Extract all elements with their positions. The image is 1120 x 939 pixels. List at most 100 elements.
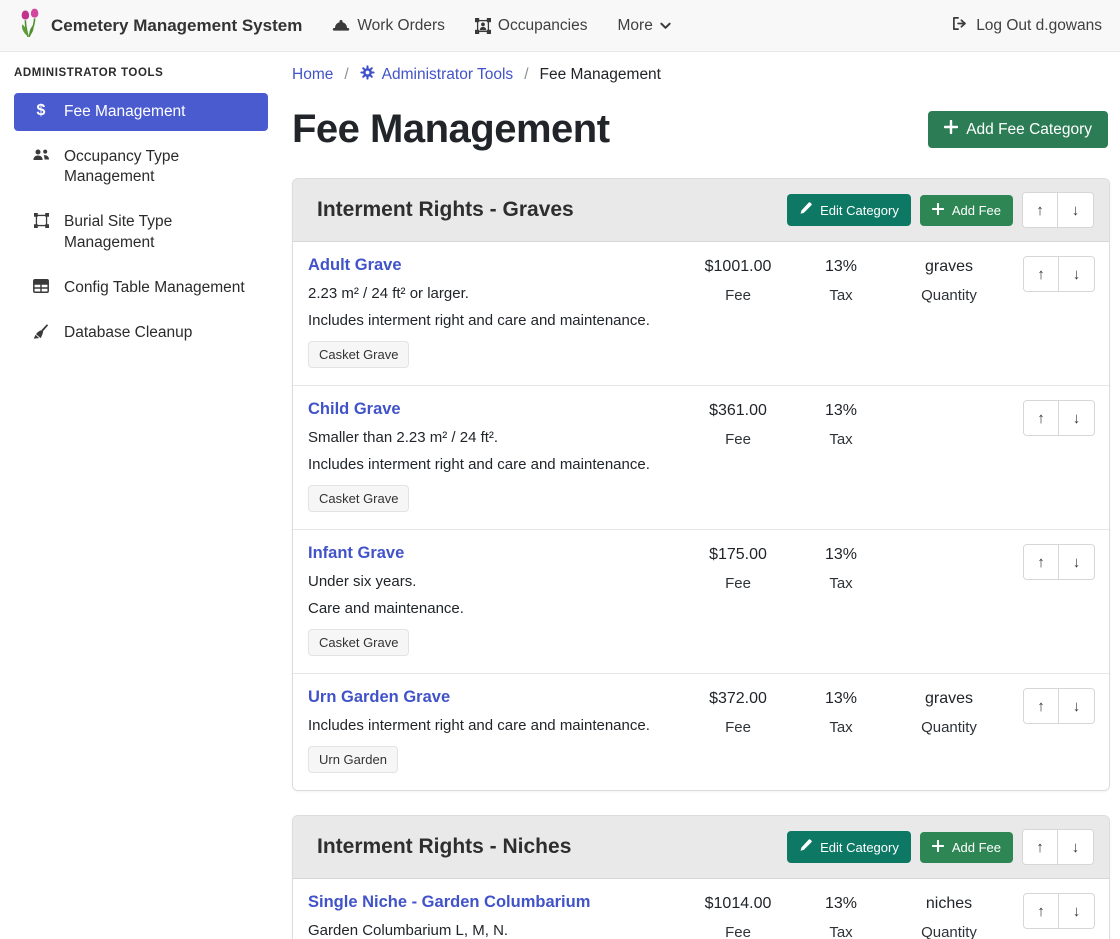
app-title: Cemetery Management System	[51, 16, 302, 36]
fee-description-1: Garden Columbarium L, M, N.	[308, 922, 679, 939]
main-content: Home / Administrator Tools / Fee Ma	[280, 52, 1120, 939]
logout-button[interactable]: Log Out d.gowans	[951, 16, 1102, 36]
fee-amount: $1001.00	[705, 258, 772, 276]
fee-info: Urn Garden Grave Includes interment righ…	[308, 688, 679, 773]
sidebar-item-label: Database Cleanup	[64, 323, 192, 343]
edit-category-label: Edit Category	[820, 203, 899, 218]
fee-name-link[interactable]: Child Grave	[308, 400, 401, 419]
logout-icon	[951, 16, 968, 36]
breadcrumb-current: Fee Management	[540, 66, 662, 84]
sidebar: ADMINISTRATOR TOOLS $ Fee Management Occ…	[0, 52, 280, 939]
tax-amount: 13%	[825, 895, 857, 913]
sidebar-item-occupancy-type-management[interactable]: Occupancy Type Management	[14, 138, 268, 196]
fee-column: $372.00 Fee	[679, 688, 797, 736]
tax-label: Tax	[829, 575, 852, 592]
people-icon	[31, 148, 51, 162]
gear-icon	[360, 65, 375, 85]
quantity-label: Quantity	[921, 719, 977, 736]
nav-item-work-orders[interactable]: Work Orders	[332, 17, 445, 35]
quantity-column: graves Quantity	[885, 688, 1013, 736]
breadcrumb-separator: /	[524, 66, 528, 84]
fee-reorder-group: ↑ ↓	[1023, 893, 1095, 929]
sidebar-item-fee-management[interactable]: $ Fee Management	[14, 93, 268, 131]
fee-amount: $372.00	[709, 690, 767, 708]
sidebar-item-database-cleanup[interactable]: Database Cleanup	[14, 314, 268, 352]
edit-category-button[interactable]: Edit Category	[787, 831, 911, 863]
fee-description-2: Includes interment right and care and ma…	[308, 312, 679, 329]
add-fee-button[interactable]: Add Fee	[920, 832, 1013, 863]
sidebar-item-label: Config Table Management	[64, 278, 245, 298]
fee-list: Single Niche - Garden Columbarium Garden…	[293, 879, 1109, 939]
fee-name-link[interactable]: Urn Garden Grave	[308, 688, 450, 707]
move-category-down-button[interactable]: ↓	[1058, 830, 1093, 864]
fee-list: Adult Grave 2.23 m² / 24 ft² or larger. …	[293, 242, 1109, 790]
move-fee-down-button[interactable]: ↓	[1059, 545, 1094, 579]
fee-name-link[interactable]: Single Niche - Garden Columbarium	[308, 893, 590, 912]
move-fee-down-button[interactable]: ↓	[1059, 401, 1094, 435]
move-fee-up-button[interactable]: ↑	[1024, 894, 1059, 928]
frame-icon	[31, 213, 51, 228]
nav-item-more[interactable]: More	[618, 17, 671, 35]
fee-column: $361.00 Fee	[679, 400, 797, 448]
tax-column: 13% Tax	[797, 544, 885, 592]
add-fee-label: Add Fee	[952, 203, 1001, 218]
app-brand: Cemetery Management System	[18, 8, 302, 43]
move-category-up-button[interactable]: ↑	[1023, 193, 1058, 227]
edit-category-button[interactable]: Edit Category	[787, 194, 911, 226]
fee-row: Single Niche - Garden Columbarium Garden…	[293, 879, 1109, 939]
fee-reorder-group: ↑ ↓	[1023, 544, 1095, 580]
category-reorder-group: ↑ ↓	[1022, 829, 1094, 865]
breadcrumb-admin-tools-link[interactable]: Administrator Tools	[360, 65, 514, 85]
fee-row: Infant Grave Under six years. Care and m…	[293, 530, 1109, 674]
move-fee-down-button[interactable]: ↓	[1059, 689, 1094, 723]
occupancies-frame-icon	[475, 18, 491, 34]
fee-name-link[interactable]: Adult Grave	[308, 256, 402, 275]
sidebar-section-title: ADMINISTRATOR TOOLS	[14, 67, 268, 79]
add-fee-label: Add Fee	[952, 840, 1001, 855]
chevron-down-icon	[660, 22, 671, 30]
page-title: Fee Management	[292, 107, 610, 152]
nav-item-label: More	[618, 17, 653, 35]
breadcrumb-separator: /	[344, 66, 348, 84]
sidebar-item-label: Burial Site Type Management	[64, 212, 258, 252]
move-fee-up-button[interactable]: ↑	[1024, 545, 1059, 579]
sidebar-item-label: Fee Management	[64, 102, 186, 122]
tax-column: 13% Tax	[797, 400, 885, 448]
fee-type-badge: Casket Grave	[308, 629, 409, 656]
plus-icon	[932, 840, 944, 855]
tulip-logo-icon	[18, 8, 42, 43]
nav-item-label: Work Orders	[357, 17, 445, 35]
tax-amount: 13%	[825, 258, 857, 276]
breadcrumb-home-link[interactable]: Home	[292, 66, 333, 84]
fee-row: Urn Garden Grave Includes interment righ…	[293, 674, 1109, 790]
logout-label: Log Out d.gowans	[976, 17, 1102, 35]
move-fee-down-button[interactable]: ↓	[1059, 894, 1094, 928]
tax-label: Tax	[829, 431, 852, 448]
add-fee-category-button[interactable]: Add Fee Category	[928, 111, 1108, 148]
sidebar-item-config-table-management[interactable]: Config Table Management	[14, 269, 268, 307]
tax-label: Tax	[829, 287, 852, 304]
fee-name-link[interactable]: Infant Grave	[308, 544, 404, 563]
move-fee-down-button[interactable]: ↓	[1059, 257, 1094, 291]
sidebar-item-burial-site-type-management[interactable]: Burial Site Type Management	[14, 203, 268, 261]
move-fee-up-button[interactable]: ↑	[1024, 257, 1059, 291]
fee-info: Infant Grave Under six years. Care and m…	[308, 544, 679, 656]
nav-item-occupancies[interactable]: Occupancies	[475, 17, 588, 35]
fee-description-1: 2.23 m² / 24 ft² or larger.	[308, 285, 679, 302]
fee-type-badge: Casket Grave	[308, 341, 409, 368]
tax-column: 13% Tax	[797, 688, 885, 736]
add-fee-button[interactable]: Add Fee	[920, 195, 1013, 226]
fee-info: Single Niche - Garden Columbarium Garden…	[308, 893, 679, 939]
tax-label: Tax	[829, 719, 852, 736]
fee-description-2: Includes interment right and care and ma…	[308, 456, 679, 473]
move-category-up-button[interactable]: ↑	[1023, 830, 1058, 864]
fee-category-card: Interment Rights - Niches Edit Category	[292, 815, 1110, 939]
move-category-down-button[interactable]: ↓	[1058, 193, 1093, 227]
fee-label: Fee	[725, 431, 751, 448]
fee-amount: $175.00	[709, 546, 767, 564]
plus-icon	[944, 120, 958, 139]
fee-category-card: Interment Rights - Graves Edit Category	[292, 178, 1110, 791]
fee-description-1: Includes interment right and care and ma…	[308, 717, 679, 734]
move-fee-up-button[interactable]: ↑	[1024, 689, 1059, 723]
move-fee-up-button[interactable]: ↑	[1024, 401, 1059, 435]
